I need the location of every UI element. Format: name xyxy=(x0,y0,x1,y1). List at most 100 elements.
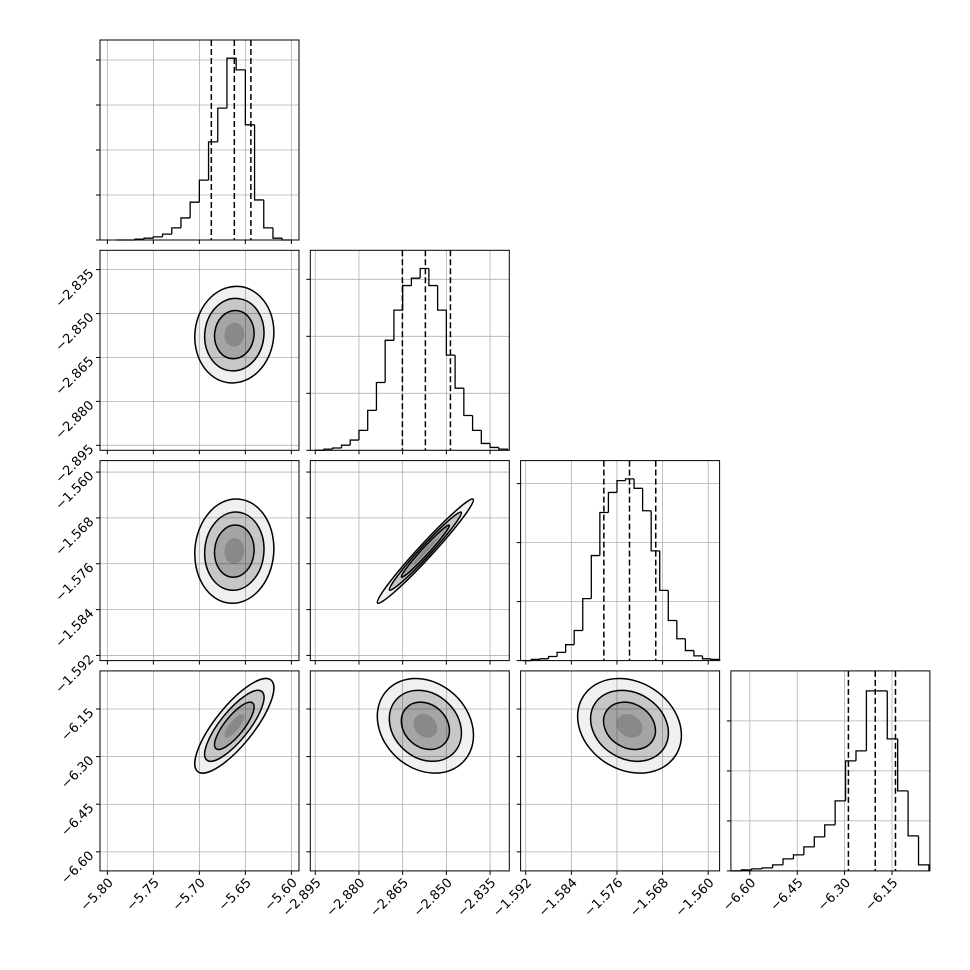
density-contour xyxy=(224,322,245,347)
histogram-bin xyxy=(771,864,784,868)
panel xyxy=(516,460,721,665)
histogram-bin xyxy=(667,590,677,622)
histogram-bin xyxy=(564,644,575,653)
y-tick-label: −1.592 xyxy=(53,652,98,697)
histogram-bin xyxy=(659,550,669,592)
density-contour xyxy=(194,285,275,384)
histogram-bin xyxy=(676,620,686,640)
histogram-bin xyxy=(367,409,377,431)
panel: −2.895−2.880−2.865−2.850−2.835 xyxy=(280,670,510,920)
histogram-bin xyxy=(480,430,491,445)
histogram-bin xyxy=(161,233,172,237)
histogram-bin xyxy=(498,447,509,451)
panel-frame xyxy=(99,670,300,872)
histogram-bin xyxy=(244,69,255,126)
density-contour xyxy=(616,713,643,738)
histogram-bin xyxy=(761,867,773,869)
x-tick-label: −5.75 xyxy=(124,876,163,915)
histogram-bin xyxy=(436,285,447,311)
x-tick-label: −5.65 xyxy=(216,876,255,915)
y-tick-label: −6.30 xyxy=(59,753,98,792)
histogram-bin xyxy=(701,655,712,660)
x-tick-label: −6.30 xyxy=(815,876,854,915)
histogram-bin xyxy=(641,488,652,512)
density-contour xyxy=(224,538,245,565)
panel: −1.592−1.584−1.576−1.568−1.560 xyxy=(490,670,721,921)
contours xyxy=(576,677,683,774)
histogram-bin xyxy=(616,480,626,493)
density-contour xyxy=(602,701,657,751)
contours xyxy=(194,498,275,605)
x-tick-label: −5.70 xyxy=(170,876,209,915)
histogram-bin xyxy=(384,339,394,383)
histogram-bin xyxy=(402,284,412,311)
histogram-bin xyxy=(349,439,359,446)
histogram-bin xyxy=(152,236,163,239)
histogram-bin xyxy=(547,655,558,659)
x-tick-label: −6.15 xyxy=(863,876,902,915)
histogram-bin xyxy=(189,201,200,218)
histogram-bin xyxy=(358,429,368,441)
density-contour xyxy=(400,524,451,578)
contours xyxy=(194,677,275,774)
y-tick-label: −1.568 xyxy=(53,515,98,560)
histogram-bin xyxy=(489,443,499,449)
x-tick-label: −5.80 xyxy=(78,876,117,915)
density-contour xyxy=(194,498,275,605)
histogram-bin xyxy=(171,227,181,235)
panel-frame xyxy=(309,249,510,451)
histogram-bin xyxy=(556,651,566,657)
histogram-bin xyxy=(782,858,794,865)
histogram-bin xyxy=(684,638,694,652)
histogram-bin xyxy=(207,141,218,181)
histogram-bin xyxy=(824,824,836,837)
histogram-bin xyxy=(865,690,877,751)
panel-frame xyxy=(520,670,721,872)
y-tick-label: −1.576 xyxy=(53,560,98,605)
histogram-bin xyxy=(813,836,825,847)
histogram-bin xyxy=(917,835,930,871)
panel xyxy=(306,249,510,455)
histogram-bin xyxy=(419,267,429,279)
histogram-bin xyxy=(624,478,635,481)
histogram-bin xyxy=(582,598,592,631)
histogram-bin xyxy=(375,381,386,411)
histogram-bin xyxy=(180,217,191,228)
panel-frame xyxy=(520,460,721,662)
histogram-bin xyxy=(428,268,438,287)
contours xyxy=(194,285,275,384)
x-tick-label: −1.584 xyxy=(536,876,581,921)
histogram-bin xyxy=(340,444,351,449)
x-tick-label: −1.560 xyxy=(673,876,718,921)
histogram-bin xyxy=(235,58,246,71)
panel: −5.80 −5.75 −5.70 −5.65 −5.60−6.60−6.45−6.30… xyxy=(59,670,301,915)
histogram-bin xyxy=(886,690,898,740)
x-tick-label: −1.592 xyxy=(490,876,535,921)
histogram-bin xyxy=(143,237,154,240)
histogram-bin xyxy=(693,650,703,657)
x-tick-label: −1.576 xyxy=(582,876,627,921)
histogram-bin xyxy=(803,846,815,855)
density-contour xyxy=(213,309,255,360)
density-contour xyxy=(388,689,463,763)
panel xyxy=(96,39,300,244)
histogram-bin xyxy=(272,227,283,239)
contours xyxy=(376,677,475,774)
x-tick-label: −6.60 xyxy=(720,876,759,915)
histogram-bin xyxy=(792,854,804,859)
histogram-bin xyxy=(463,388,473,417)
density-contour xyxy=(589,689,670,763)
histogram-bin xyxy=(633,478,643,489)
y-tick-label: −2.865 xyxy=(53,354,98,399)
panel-frame xyxy=(309,670,510,872)
y-tick-label: −6.15 xyxy=(59,706,98,745)
density-contour xyxy=(203,511,265,592)
x-tick-label: −1.568 xyxy=(627,876,672,921)
density-contour xyxy=(203,689,265,763)
histogram-bin xyxy=(263,199,273,229)
density-contour xyxy=(413,713,438,738)
panel-frame xyxy=(309,460,510,662)
histogram-bin xyxy=(454,355,464,389)
histogram-bin xyxy=(393,309,403,341)
